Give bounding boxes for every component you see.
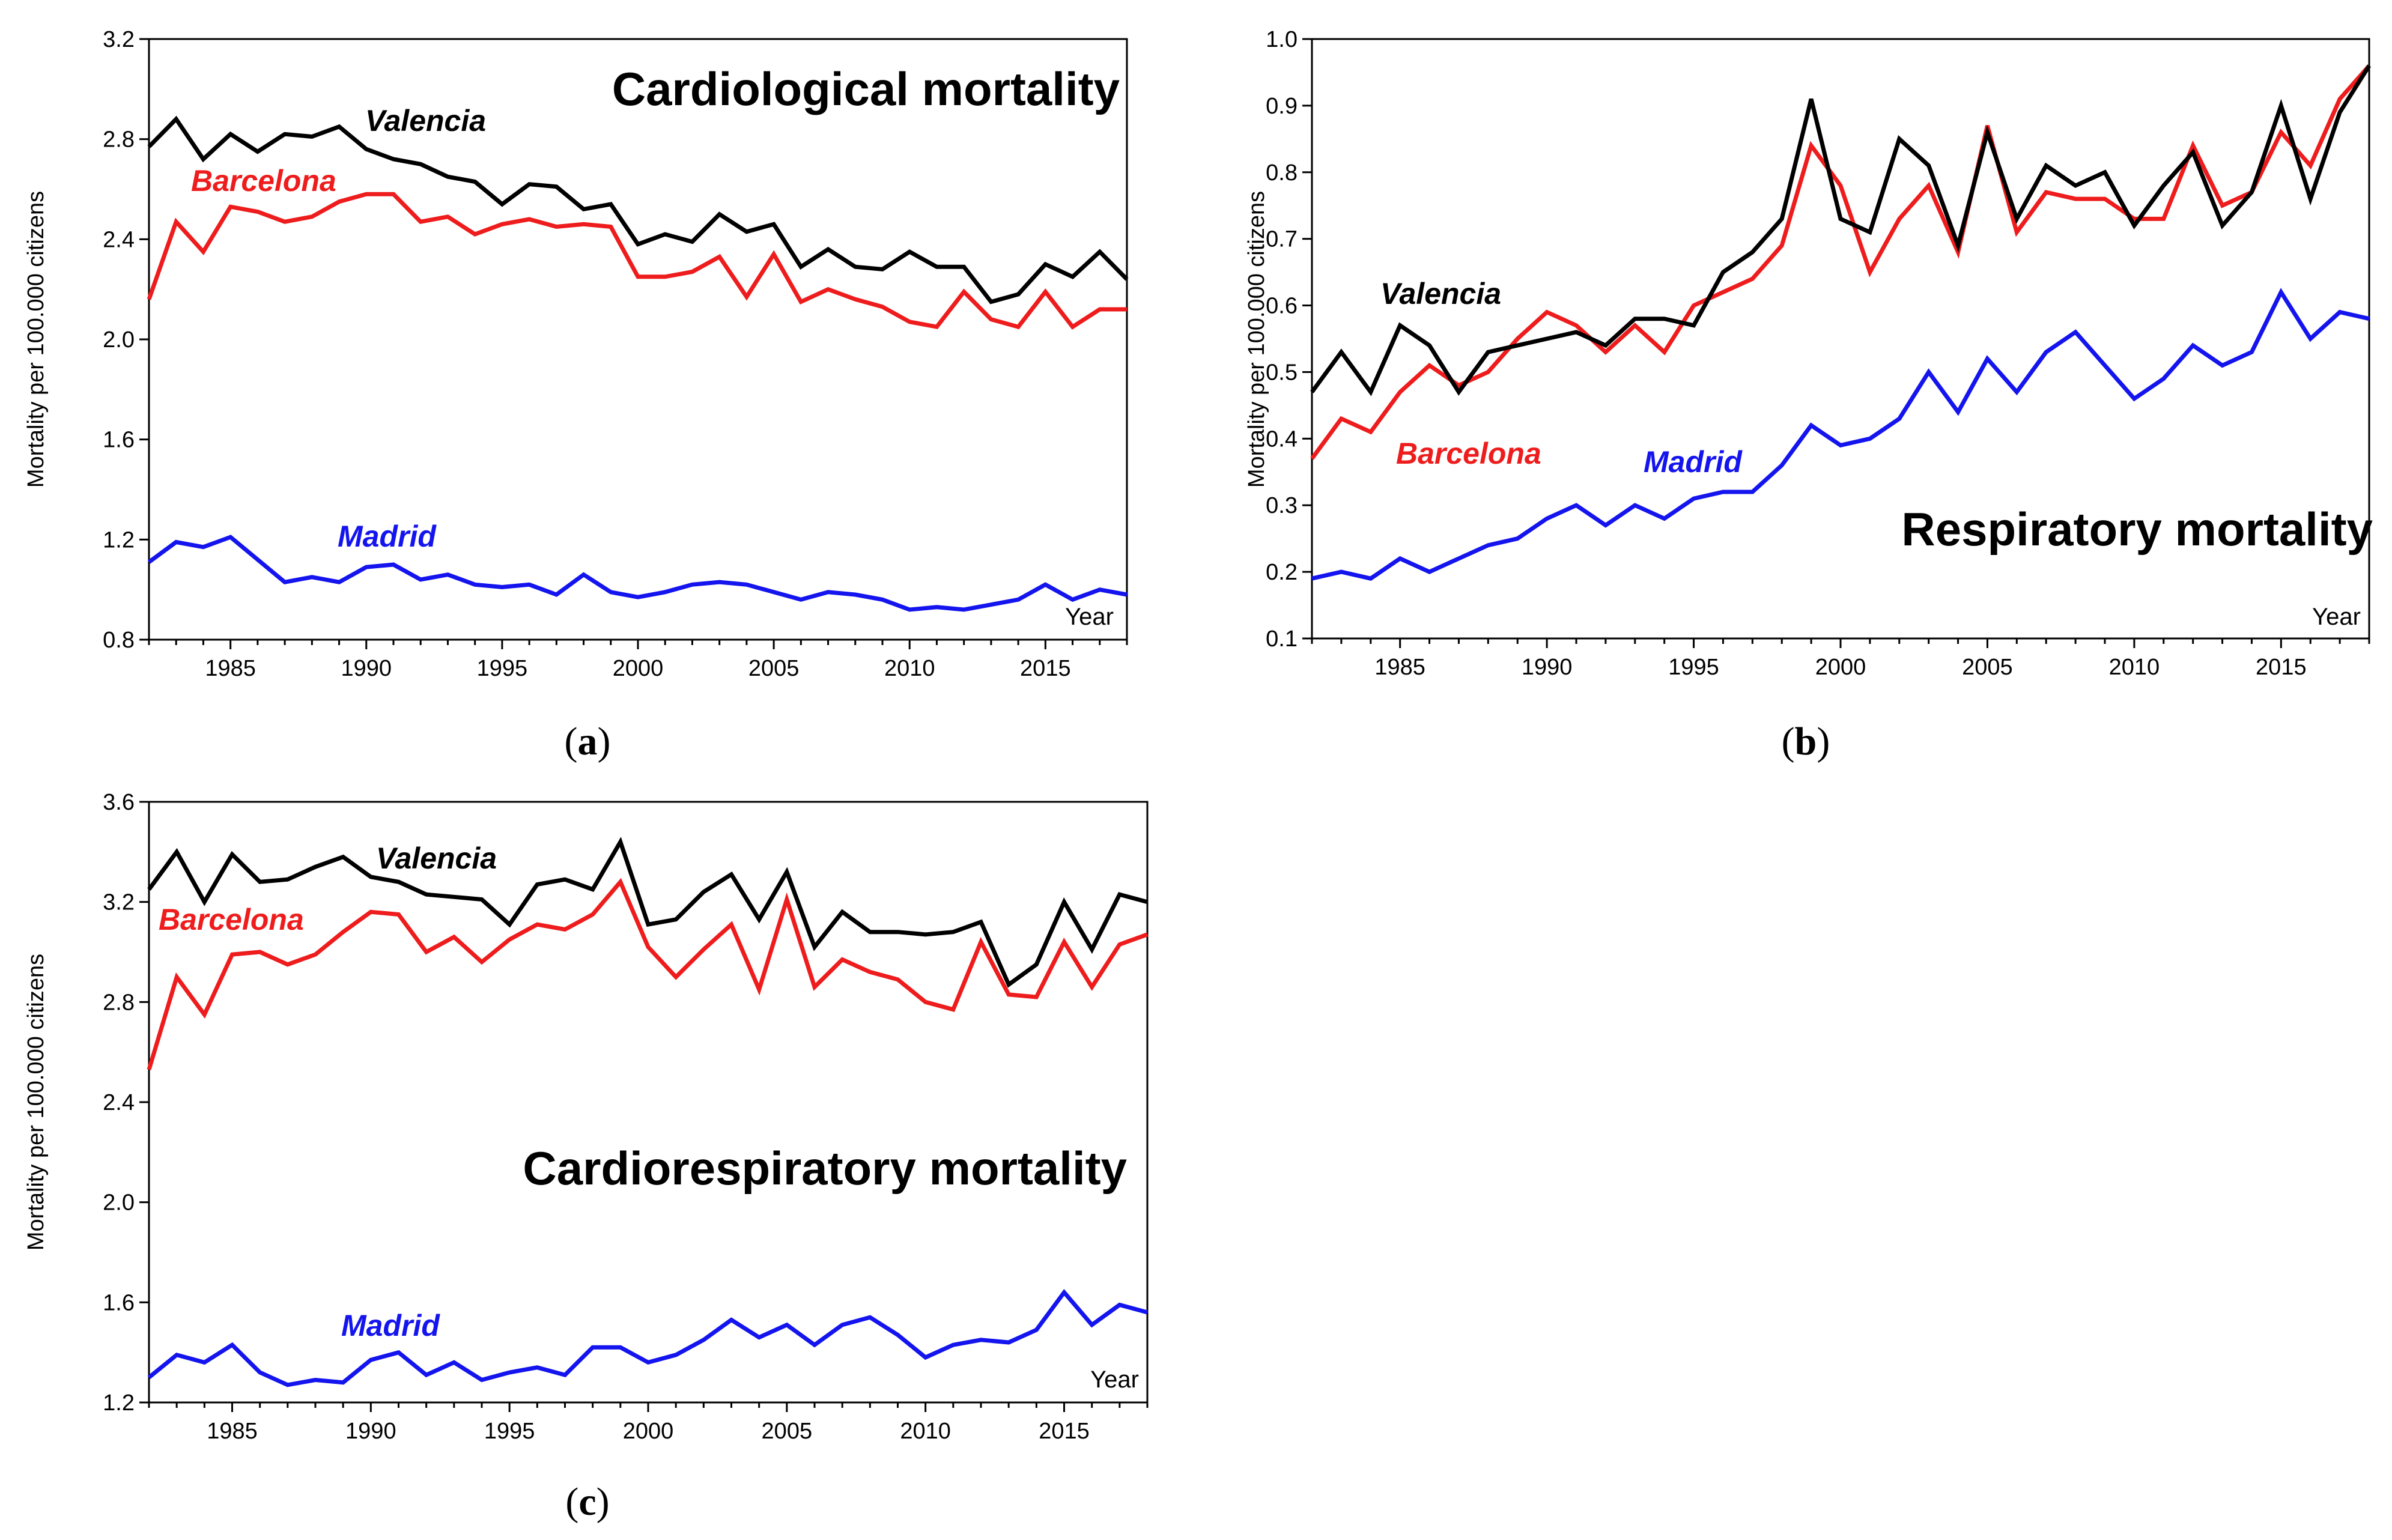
series-line-madrid: [147, 535, 1128, 612]
x-tick-label: 2015: [1039, 1419, 1090, 1444]
panel-c: 1.2 1.6 2.0 2.4 2.8 3.2 3.6 1985 1990 1995 2000 20…: [23, 790, 1149, 1524]
y-tick-label: 1.0: [1266, 27, 1298, 52]
series-line-barcelona: [1310, 64, 2371, 460]
y-axis: 0.1 0.2 0.3 0.4 0.5 0.6 0.7 0.8 0.9 1.0: [1266, 27, 1312, 652]
panel-a: 0.8 1.2 1.6 2.0 2.4 2.8 3.2 1985 1990 1995 2000 20…: [23, 27, 1129, 763]
x-tick-label: 1990: [341, 656, 392, 681]
series-lines: [1310, 64, 2371, 581]
x-tick-label: 2000: [613, 656, 664, 681]
x-tick-label: 2000: [1815, 655, 1866, 680]
y-tick-label: 0.2: [1266, 560, 1298, 585]
y-tick-label: 0.3: [1266, 493, 1298, 518]
y-tick-label: 1.2: [103, 527, 135, 553]
x-tick-label: 2015: [1020, 656, 1071, 681]
series-lines: [147, 837, 1149, 1387]
legend-label-madrid: Madrid: [341, 1309, 440, 1342]
y-tick-label: 2.0: [103, 1190, 135, 1216]
y-tick-label: 3.6: [103, 790, 135, 815]
y-tick-label: 1.2: [103, 1390, 135, 1416]
panel-title: Respiratory mortality: [1901, 503, 2373, 556]
y-axis: 1.2 1.6 2.0 2.4 2.8 3.2 3.6: [103, 790, 149, 1416]
x-axis: 1985 1990 1995 2000 2005 2010 2015: [148, 1402, 1149, 1444]
caption-letter: a: [578, 720, 598, 763]
y-axis-label: Mortality per 100.000 citizens: [1244, 191, 1269, 488]
y-tick-label: 0.8: [103, 628, 135, 653]
y-tick-label: 2.8: [103, 990, 135, 1015]
x-tick-label: 2000: [623, 1419, 674, 1444]
y-tick-label: 0.7: [1266, 227, 1298, 252]
legend-label-valencia: Valencia: [1380, 277, 1501, 311]
y-tick-label: 2.0: [103, 327, 135, 353]
legend-label-barcelona: Barcelona: [159, 903, 304, 936]
x-tick-label: 2010: [884, 656, 935, 681]
series-line-barcelona: [147, 192, 1127, 330]
panel-caption: (a): [565, 720, 611, 763]
x-tick-label: 1990: [345, 1419, 396, 1444]
panel-caption: (c): [565, 1480, 609, 1524]
x-axis-label: Year: [1065, 604, 1114, 630]
x-tick-label: 1985: [207, 1419, 258, 1444]
series-line-barcelona: [147, 878, 1149, 1070]
series-lines: [147, 115, 1129, 612]
y-tick-label: 0.1: [1266, 626, 1298, 652]
y-tick-label: 0.9: [1266, 94, 1298, 119]
x-tick-label: 2010: [2109, 655, 2160, 680]
panel-caption: (b): [1782, 720, 1830, 763]
series-line-madrid: [1311, 288, 2370, 581]
y-tick-label: 2.4: [103, 227, 135, 252]
y-axis-label: Mortality per 100.000 citizens: [23, 954, 49, 1250]
legend-label-valencia: Valencia: [365, 104, 486, 138]
panel-title: Cardiological mortality: [612, 62, 1120, 115]
x-tick-label: 1985: [205, 656, 256, 681]
y-tick-label: 3.2: [103, 890, 135, 915]
x-axis: 1985 1990 1995 2000 2005 2010 2015: [148, 640, 1128, 681]
y-tick-label: 0.6: [1266, 294, 1298, 319]
plot-frame: [148, 801, 1149, 1404]
y-tick-label: 2.8: [103, 127, 135, 153]
x-tick-label: 1995: [1668, 655, 1719, 680]
y-tick-label: 0.5: [1266, 360, 1298, 385]
caption-letter: c: [578, 1480, 596, 1524]
y-tick-label: 0.4: [1266, 426, 1298, 452]
y-axis-label: Mortality per 100.000 citizens: [23, 191, 49, 488]
series-line-madrid: [147, 1289, 1148, 1387]
series-line-valencia: [147, 115, 1129, 305]
y-axis: 0.8 1.2 1.6 2.0 2.4 2.8 3.2: [103, 27, 149, 653]
y-tick-label: 1.6: [103, 428, 135, 453]
x-tick-label: 2005: [748, 656, 800, 681]
legend-label-madrid: Madrid: [1644, 445, 1743, 479]
x-tick-label: 1990: [1522, 655, 1573, 680]
y-tick-label: 1.6: [103, 1290, 135, 1315]
legend-label-madrid: Madrid: [338, 520, 437, 553]
plot-frame: [148, 38, 1128, 641]
x-axis: 1985 1990 1995 2000 2005 2010 2015: [1311, 638, 2370, 680]
legend-label-barcelona: Barcelona: [1396, 437, 1541, 470]
x-tick-label: 2005: [762, 1419, 813, 1444]
x-tick-label: 1995: [477, 656, 528, 681]
x-tick-label: 2005: [1962, 655, 2013, 680]
y-tick-label: 0.8: [1266, 160, 1298, 186]
x-axis-label: Year: [1090, 1366, 1139, 1393]
series-line-valencia: [1310, 64, 2371, 396]
y-tick-label: 2.4: [103, 1090, 135, 1115]
x-tick-label: 2010: [900, 1419, 951, 1444]
x-tick-label: 2015: [2256, 655, 2307, 680]
legend-label-barcelona: Barcelona: [191, 164, 336, 198]
legend-label-valencia: Valencia: [376, 841, 497, 875]
caption-letter: b: [1795, 720, 1817, 763]
x-axis-label: Year: [2312, 604, 2361, 630]
y-tick-label: 3.2: [103, 27, 135, 52]
panel-b: 0.10.20.30.40.50.60.70.80.91.0 1985 1990 1…: [1244, 27, 2373, 763]
series-line-valencia: [147, 837, 1148, 988]
x-tick-label: 1985: [1374, 655, 1425, 680]
x-tick-label: 1995: [484, 1419, 535, 1444]
panel-title: Cardiorespiratory mortality: [523, 1142, 1127, 1195]
